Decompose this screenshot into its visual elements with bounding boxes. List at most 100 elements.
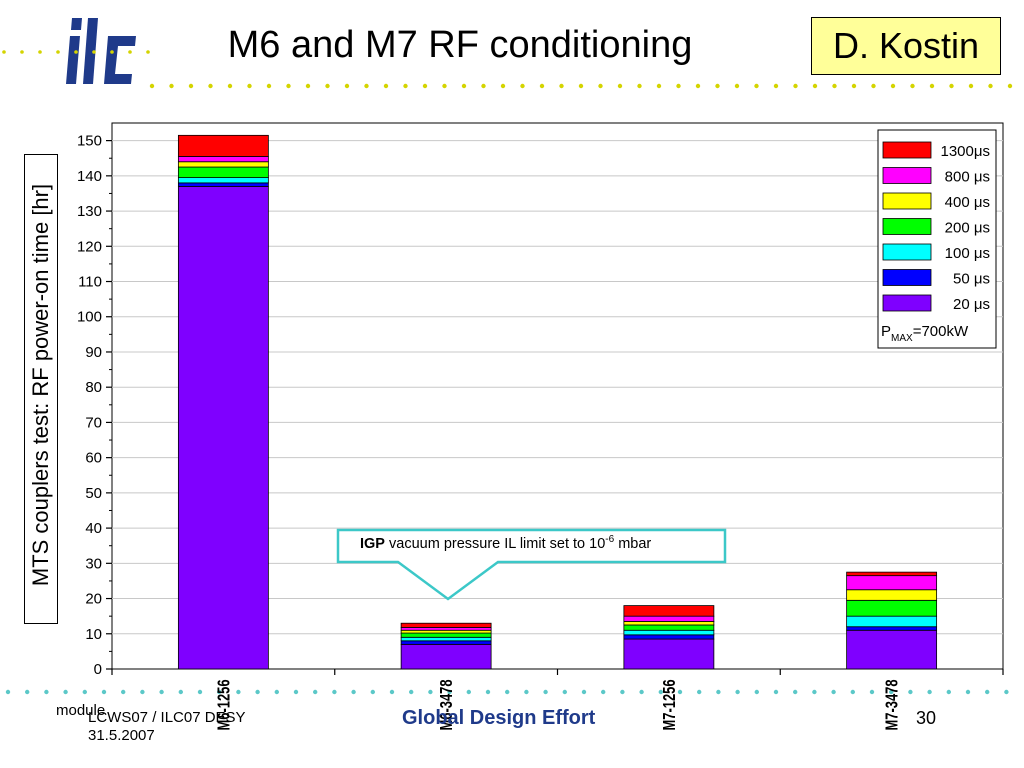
dot bbox=[403, 83, 408, 89]
dot bbox=[639, 689, 644, 695]
x-tick-label: M6-3478 bbox=[437, 679, 457, 730]
y-tick-label: 90 bbox=[85, 344, 102, 361]
dot bbox=[121, 689, 126, 695]
dot bbox=[832, 83, 837, 89]
dot bbox=[601, 689, 606, 695]
dot bbox=[159, 689, 164, 695]
legend-label: 100 μs bbox=[945, 245, 990, 262]
y-tick-label: 120 bbox=[77, 238, 102, 255]
bar-segment bbox=[846, 626, 938, 631]
dot bbox=[82, 689, 88, 695]
bar-segment bbox=[623, 624, 715, 631]
dot bbox=[293, 689, 299, 695]
dot bbox=[383, 83, 389, 89]
y-tick-label: 70 bbox=[85, 414, 102, 431]
legend-pmax-note: PMAX=700kW bbox=[881, 323, 969, 344]
legend-swatch bbox=[882, 141, 932, 159]
dot bbox=[178, 689, 183, 695]
bar-segment bbox=[846, 629, 938, 670]
x-tick-label: M7-1256 bbox=[660, 679, 680, 730]
legend-swatch bbox=[882, 218, 932, 235]
legend-label: 20 μs bbox=[953, 296, 990, 313]
dot bbox=[247, 83, 252, 89]
dot bbox=[351, 689, 356, 695]
dot bbox=[1007, 83, 1013, 89]
bar-segment bbox=[177, 182, 269, 187]
legend-label: 200 μs bbox=[945, 220, 990, 237]
legend: 1300μs 800 μs 400 μs 200 μs 100 μs 50 μs 20 μs… bbox=[877, 129, 997, 349]
igp-callout: IGP vacuum pressure IL limit set to 10-6… bbox=[336, 528, 727, 601]
dot bbox=[620, 689, 625, 695]
dot bbox=[422, 83, 428, 89]
dot bbox=[389, 689, 395, 695]
dot bbox=[325, 83, 330, 89]
legend-label: 1300μs bbox=[940, 143, 990, 160]
footer-center-text: Global Design Effort bbox=[402, 707, 596, 729]
dot bbox=[677, 689, 683, 695]
dot bbox=[949, 83, 954, 89]
dot bbox=[754, 83, 759, 89]
dot bbox=[581, 689, 587, 695]
page-number: 30 bbox=[916, 708, 937, 728]
bar-segment bbox=[846, 599, 938, 617]
dot bbox=[869, 689, 875, 695]
dot bbox=[539, 83, 545, 89]
legend-label: 50 μs bbox=[953, 271, 990, 288]
dot bbox=[697, 689, 702, 695]
bar-segment bbox=[177, 161, 269, 168]
dot bbox=[524, 689, 529, 695]
y-tick-label: 150 bbox=[77, 133, 102, 150]
x-tick-label: M6-1256 bbox=[214, 679, 234, 730]
dot bbox=[617, 83, 623, 89]
dot bbox=[812, 83, 818, 89]
legend-swatch bbox=[882, 269, 932, 286]
bar-segment bbox=[623, 621, 715, 626]
dot bbox=[676, 83, 681, 89]
y-tick-label: 50 bbox=[85, 485, 102, 502]
dot bbox=[409, 689, 414, 695]
dot bbox=[332, 689, 337, 695]
dot bbox=[871, 83, 876, 89]
dot bbox=[461, 83, 467, 89]
y-tick-label: 0 bbox=[94, 661, 102, 678]
bar-segment bbox=[177, 177, 269, 184]
footer-module-label: module bbox=[56, 702, 106, 719]
bar-segment bbox=[623, 605, 715, 617]
dot bbox=[146, 50, 150, 54]
dot bbox=[559, 83, 564, 89]
bar-segment bbox=[400, 627, 492, 631]
dot bbox=[890, 83, 896, 89]
callout-text: IGP vacuum pressure IL limit set to 10-6… bbox=[360, 534, 651, 552]
dot bbox=[5, 689, 11, 695]
legend-swatch bbox=[882, 243, 932, 261]
bar-segment bbox=[846, 589, 938, 601]
dot bbox=[520, 83, 525, 89]
dot bbox=[500, 83, 506, 89]
dot bbox=[716, 689, 721, 695]
bar-segment bbox=[400, 643, 492, 670]
dot bbox=[927, 689, 932, 695]
legend-swatch bbox=[882, 294, 932, 312]
y-tick-label: 130 bbox=[77, 203, 102, 220]
bar-segment bbox=[623, 615, 715, 622]
dot bbox=[793, 689, 798, 695]
dot bbox=[101, 689, 107, 695]
bar-segment bbox=[177, 134, 269, 157]
dot bbox=[485, 689, 491, 695]
dot bbox=[188, 83, 194, 89]
bar-segment bbox=[400, 640, 492, 645]
dot bbox=[25, 689, 30, 695]
dot bbox=[370, 689, 375, 695]
bar-segment bbox=[846, 575, 938, 591]
bar-segment bbox=[623, 629, 715, 636]
dot bbox=[149, 83, 155, 89]
callout-shape bbox=[336, 528, 727, 601]
dot bbox=[169, 83, 174, 89]
bar-segment bbox=[400, 636, 492, 642]
dot bbox=[38, 50, 42, 54]
bar-segment bbox=[846, 571, 938, 577]
dot bbox=[715, 83, 720, 89]
bar-segment bbox=[177, 156, 269, 163]
dot bbox=[831, 689, 836, 695]
